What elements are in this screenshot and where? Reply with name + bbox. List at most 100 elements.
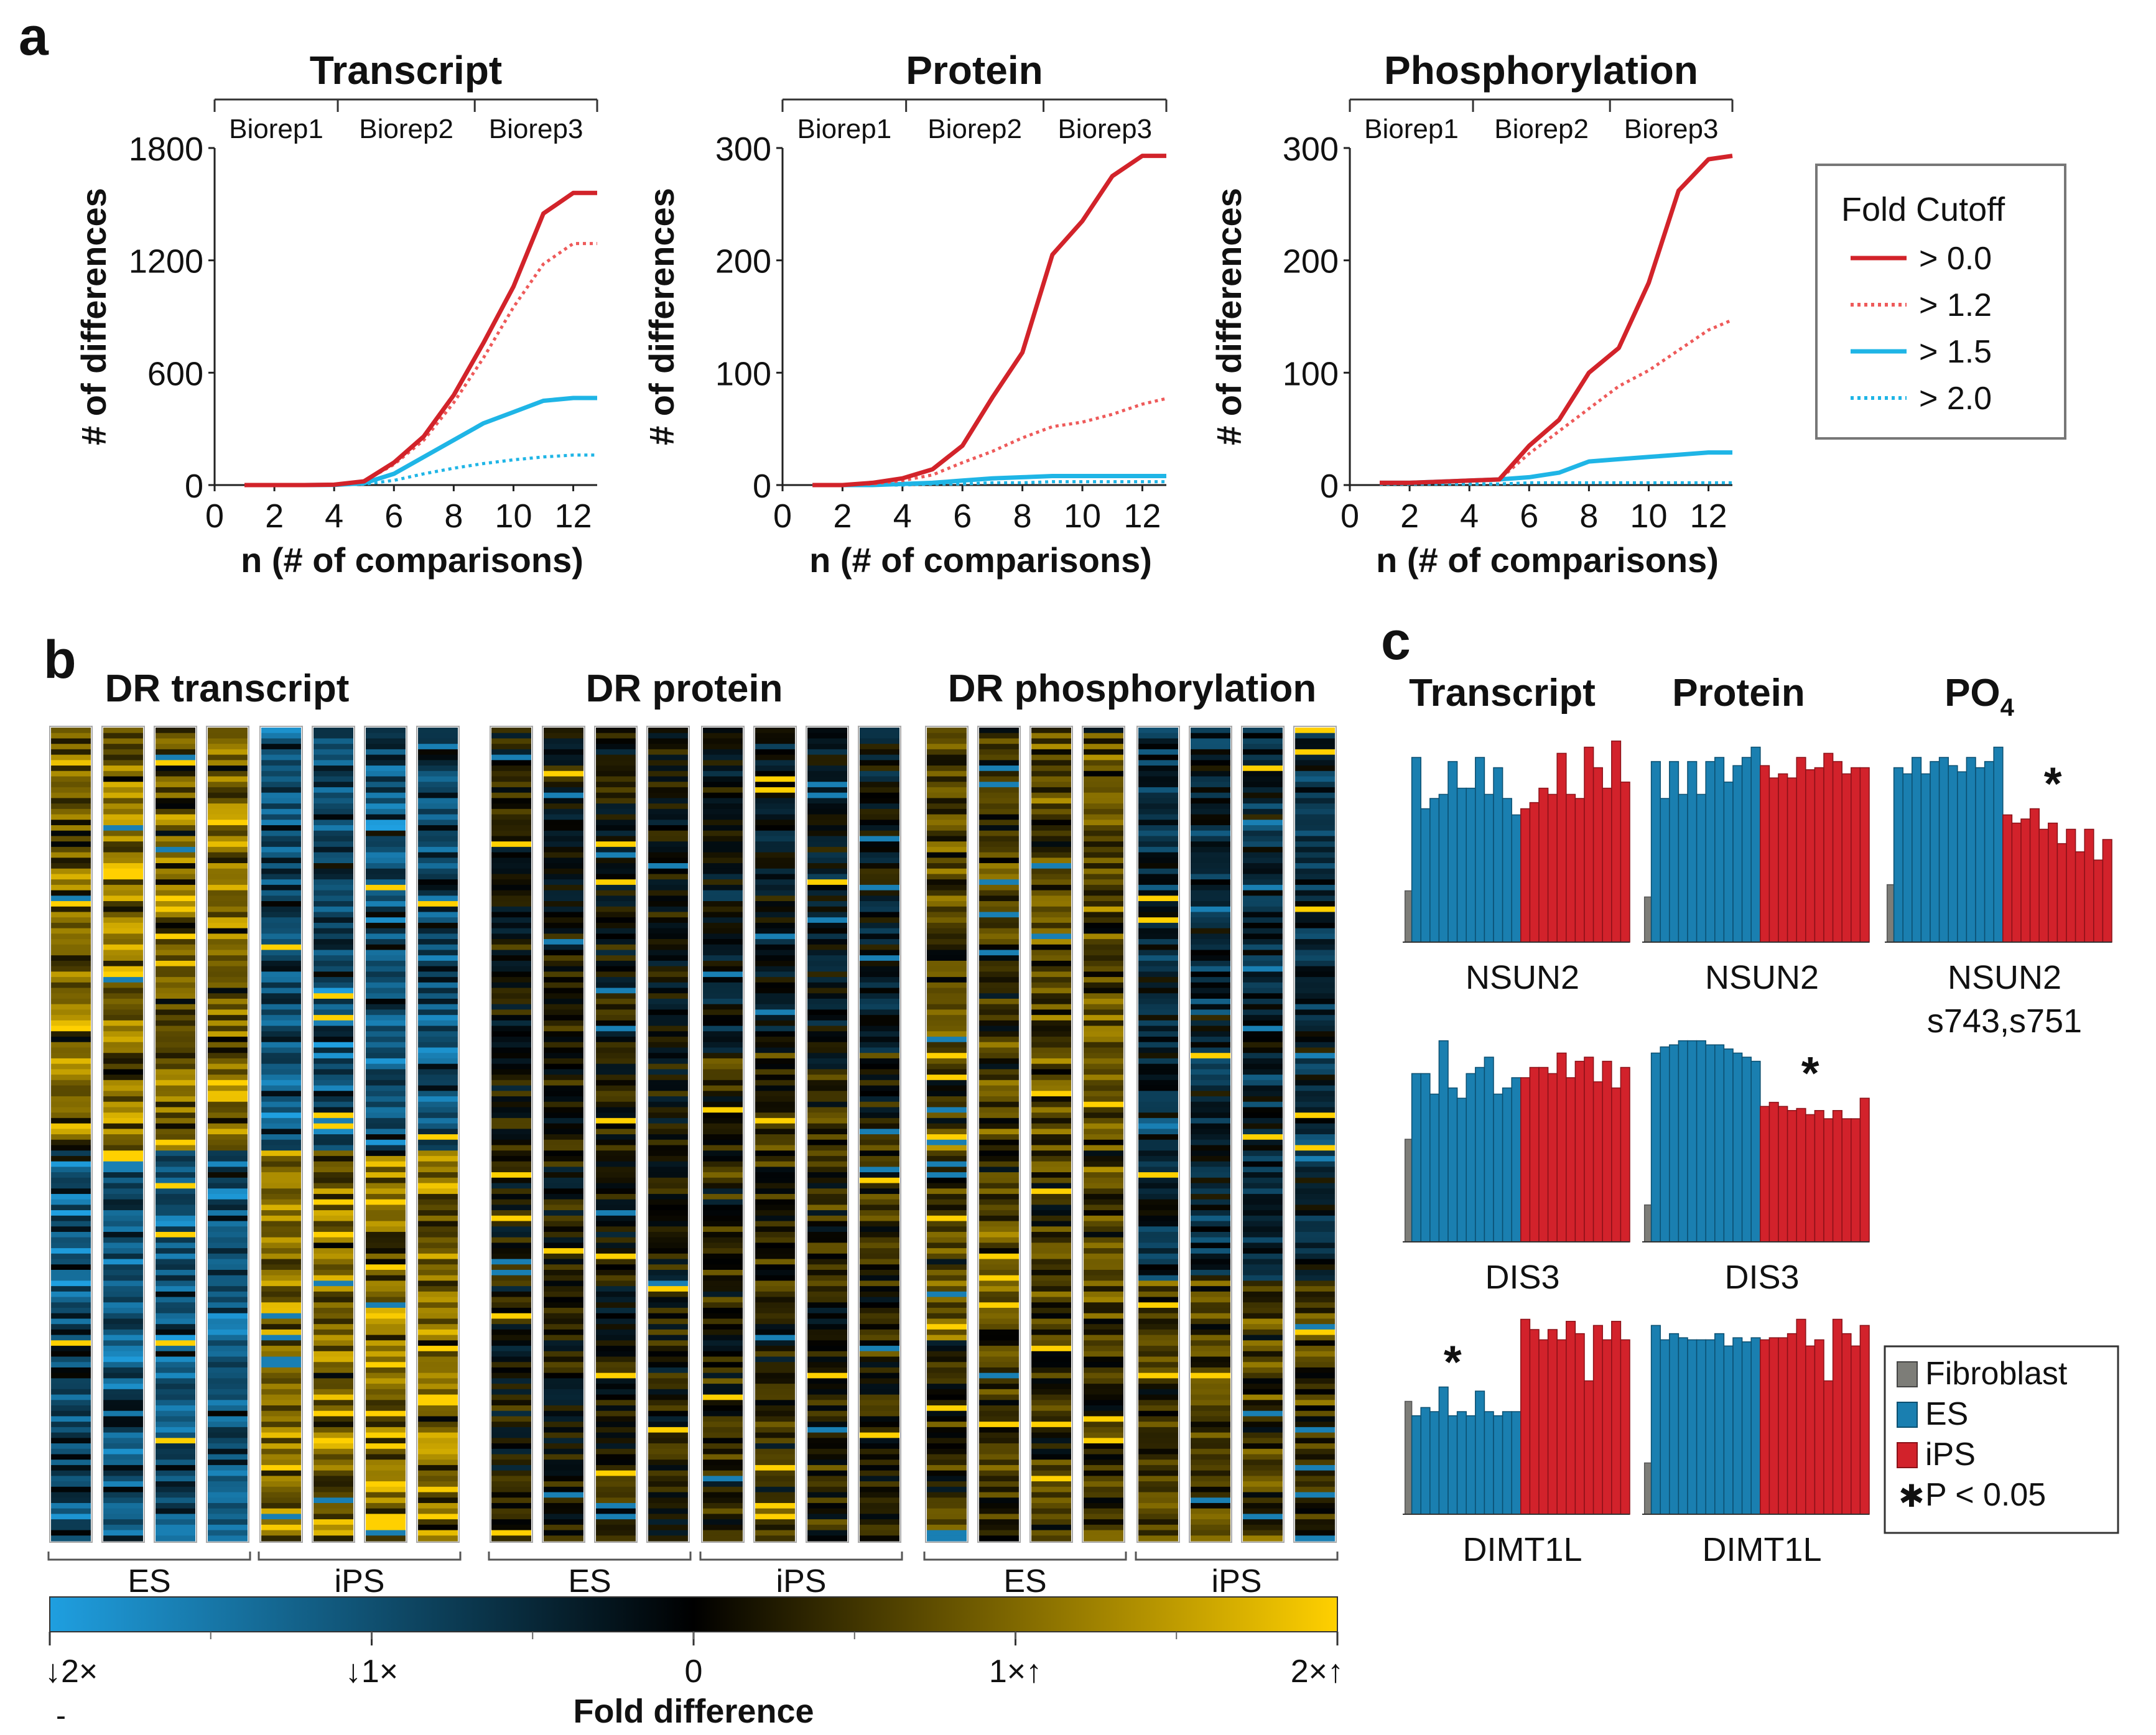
bar-es [1741,1057,1752,1242]
heatmap-cell [366,1221,406,1227]
heatmap-cell [208,1308,248,1314]
heatmap-cell [596,1113,636,1119]
heatmap-cell [979,1410,1019,1417]
heatmap-cell [103,1340,143,1346]
heatmap-cell [544,933,583,940]
heatmap-cell [979,760,1019,766]
y-tick-label: 300 [715,131,771,168]
heatmap-cell [807,1502,847,1509]
heatmap-cell [1191,944,1230,951]
heatmap-cell [208,1530,248,1536]
heatmap-cell [208,1242,248,1249]
heatmap-cell [1031,890,1071,896]
heatmap-cell [1084,1335,1123,1341]
heatmap-cell [1084,1063,1123,1070]
heatmap-cell [491,1047,531,1053]
heatmap-cell [1031,1443,1071,1450]
heatmap-cell [1295,776,1335,782]
heatmap-cell [703,733,743,739]
heatmap-cell [156,808,195,815]
bar-es [1438,793,1449,943]
y-tick-label: 600 [147,355,203,392]
heatmap-cell [1138,825,1178,831]
heatmap-cell [1243,906,1283,913]
heatmap-cell [366,917,406,923]
heatmap-cell [103,846,143,853]
heatmap-cell [807,1063,847,1070]
heatmap-cell [807,1438,847,1444]
heatmap-cell [418,901,458,907]
heatmap-cell [103,1248,143,1254]
heatmap-cell [1191,890,1230,896]
heatmap-cell [927,1486,967,1493]
heatmap-cell [1295,1037,1335,1043]
heatmap-cell [314,1530,353,1536]
heatmap-cell [703,782,743,788]
heatmap-cell [261,879,301,886]
heatmap-cell [927,846,967,853]
heatmap-cell [927,1324,967,1330]
heatmap-cell [208,1053,248,1059]
heatmap-cell [755,922,795,929]
bar-es [1447,1415,1458,1515]
heatmap-cell [103,1237,143,1243]
heatmap-cell [596,1297,636,1303]
heatmap-cell [979,1432,1019,1438]
heatmap-cell [1191,782,1230,788]
heatmap-cell [703,1075,743,1081]
heatmap-cell [807,1248,847,1254]
heatmap-cell [927,1221,967,1227]
heatmap-cell [491,814,531,820]
heatmap-cell [156,1297,195,1303]
heatmap-cell [103,1432,143,1438]
heatmap-cell [1295,770,1335,777]
bar-ips [1584,746,1594,943]
heatmap-cell [51,858,91,864]
heatmap-cell [314,1346,353,1352]
heatmap-cell [261,1275,301,1282]
heatmap-cell [103,1351,143,1358]
heatmap-cell [491,1318,531,1325]
heatmap-cell [860,1470,899,1476]
heatmap-cell [596,1085,636,1091]
heatmap-cell [366,1286,406,1292]
heatmap-cell [261,792,301,798]
heatmap-cell [51,1167,91,1173]
bar-ips [1574,1333,1585,1515]
heatmap-cell [366,1113,406,1119]
heatmap-cell [1084,1210,1123,1216]
heatmap-cell [703,1448,743,1455]
heatmap-cell [927,1242,967,1249]
heatmap-cell [807,1037,847,1043]
heatmap-cell [103,803,143,810]
heatmap-cell [366,1037,406,1043]
heatmap-cell [807,1335,847,1341]
heatmap-cell [103,1259,143,1265]
heatmap-cell [491,1161,531,1167]
heatmap-cell [1138,912,1178,918]
heatmap-cell [860,836,899,842]
heatmap-cell [755,1188,795,1195]
heatmap-cell [979,874,1019,880]
heatmap-cell [1138,1205,1178,1211]
heatmap-cell [979,1047,1019,1053]
heatmap-cell [261,1221,301,1227]
heatmap-cell [314,1270,353,1276]
heatmap-cell [314,1199,353,1205]
heatmap-cell [156,993,195,999]
heatmap-cell [807,1101,847,1108]
heatmap-cell [208,1460,248,1466]
heatmap-cell [1191,1524,1230,1531]
heatmap-column-frame [1082,726,1125,1543]
heatmap-cell [366,1053,406,1059]
heatmap-cell [860,1389,899,1395]
series-line-solid-cyan [1380,450,1732,485]
heatmap-cell [1295,1215,1335,1222]
heatmap-cell [648,1058,688,1065]
heatmap-cell [51,993,91,999]
heatmap-cell [596,1530,636,1536]
heatmap-cell [51,1085,91,1091]
heatmap-cell [979,1009,1019,1016]
heatmap-cell [648,1177,688,1184]
